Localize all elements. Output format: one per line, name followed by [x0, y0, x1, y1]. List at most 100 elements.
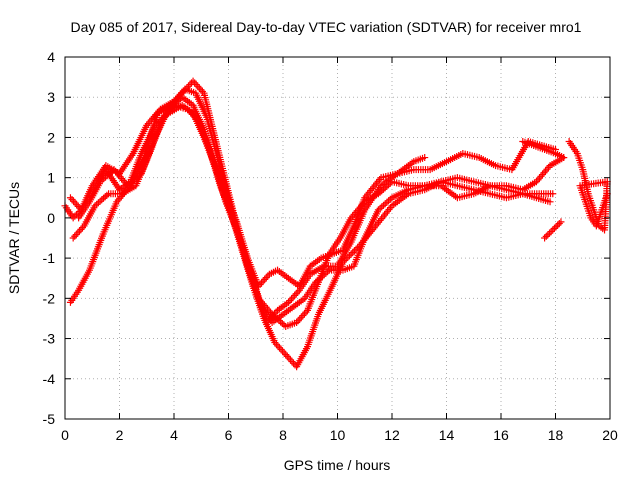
series-track-6	[519, 137, 611, 242]
series-marker	[378, 187, 386, 195]
series-marker	[105, 170, 113, 178]
series-marker	[280, 321, 288, 329]
x-tick-label: 0	[61, 427, 69, 443]
series-marker	[134, 173, 142, 181]
series-marker	[197, 86, 205, 94]
x-tick-label: 8	[279, 427, 287, 443]
series-marker	[70, 197, 78, 205]
x-axis-label: GPS time / hours	[284, 457, 391, 473]
series-marker	[192, 81, 200, 89]
series-marker	[294, 317, 302, 325]
series-marker	[194, 82, 202, 90]
series-marker	[342, 255, 350, 263]
y-axis-label: SDTVAR / TECUs	[6, 182, 22, 294]
series-marker	[173, 98, 181, 106]
data-point	[549, 190, 557, 198]
series-marker	[381, 200, 389, 208]
series-marker	[79, 224, 87, 232]
series-marker	[96, 197, 104, 205]
series-marker	[256, 281, 264, 289]
series-marker	[546, 229, 554, 237]
grid	[65, 57, 610, 419]
series-marker	[187, 109, 195, 117]
series-marker	[294, 288, 302, 296]
series-marker	[74, 229, 82, 237]
data-point	[66, 194, 74, 202]
data-point	[339, 258, 347, 266]
y-tick-label: -4	[43, 371, 56, 387]
data-point	[165, 105, 173, 113]
series-marker	[554, 221, 562, 229]
series-marker	[286, 356, 294, 364]
series-marker	[72, 231, 80, 239]
data-point	[189, 77, 197, 85]
series-marker	[125, 180, 133, 188]
y-tick-label: 4	[47, 49, 55, 65]
series-marker	[132, 174, 140, 182]
data-point	[549, 226, 557, 234]
series-marker	[74, 202, 82, 210]
series-marker	[274, 342, 282, 350]
series-marker	[168, 102, 176, 110]
series-marker	[258, 279, 266, 287]
series-marker	[98, 196, 106, 204]
series-marker	[385, 181, 393, 189]
series-marker	[68, 196, 76, 204]
data-point	[69, 234, 77, 242]
series-marker	[299, 312, 307, 320]
data-series	[61, 77, 611, 371]
series-marker	[275, 316, 283, 324]
data-point	[254, 282, 262, 290]
series-marker	[261, 275, 269, 283]
series-marker	[550, 224, 558, 232]
series-marker	[280, 349, 288, 357]
data-point	[282, 351, 290, 359]
data-point	[96, 178, 104, 186]
x-tick-label: 16	[493, 427, 509, 443]
series-marker	[383, 182, 391, 190]
data-point	[284, 298, 292, 306]
series-marker	[195, 84, 203, 92]
series-marker	[129, 177, 137, 185]
x-tick-label: 20	[602, 427, 618, 443]
series-marker	[292, 290, 300, 298]
series-marker	[349, 248, 357, 256]
series-marker	[345, 252, 353, 260]
series-marker	[347, 250, 355, 258]
data-point	[271, 339, 279, 347]
series-marker	[279, 347, 287, 355]
series-marker	[270, 312, 278, 320]
series-marker	[171, 99, 179, 107]
series-marker	[383, 198, 391, 206]
x-tick-label: 4	[170, 427, 178, 443]
series-marker	[127, 179, 135, 187]
series-marker	[181, 86, 189, 94]
y-tick-label: -3	[43, 331, 56, 347]
x-tick-label: 10	[330, 427, 346, 443]
series-marker	[99, 194, 107, 202]
series-marker	[191, 79, 199, 87]
series-marker	[183, 84, 191, 92]
series-marker	[283, 352, 291, 360]
series-marker	[188, 110, 196, 118]
y-tick-label: -2	[43, 290, 56, 306]
series-marker	[278, 319, 286, 327]
series-marker	[98, 176, 106, 184]
series-marker	[272, 340, 280, 348]
series-marker	[297, 313, 305, 321]
series-marker	[542, 232, 550, 240]
series-marker	[385, 197, 393, 205]
series-marker	[77, 225, 85, 233]
series-marker	[386, 179, 394, 187]
series-marker	[136, 171, 144, 179]
series-marker	[352, 245, 360, 253]
series-marker	[555, 220, 563, 228]
series-marker	[186, 81, 194, 89]
series-marker	[277, 345, 285, 353]
data-point	[374, 206, 382, 214]
series-marker	[302, 308, 310, 316]
chart-title: Day 085 of 2017, Sidereal Day-to-day VTE…	[71, 19, 582, 35]
y-tick-label: 3	[47, 89, 55, 105]
